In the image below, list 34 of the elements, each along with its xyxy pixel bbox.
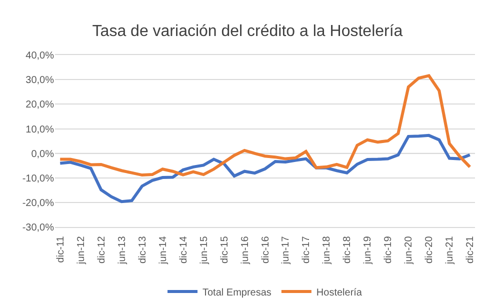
line-series (58, 74, 472, 177)
x-tick-label: jun-12 (76, 236, 87, 265)
x-tick-label: dic-15 (219, 236, 230, 264)
x-tick-label: jun-21 (444, 236, 456, 265)
x-tick-label: dic-20 (424, 236, 436, 264)
x-tick-label: dic-12 (96, 236, 108, 264)
line-series (58, 134, 472, 204)
y-tick-label: -10,0% (22, 173, 54, 184)
y-tick-label: -20,0% (22, 198, 54, 210)
x-tick-label: dic-21 (465, 236, 476, 264)
legend-label: Hostelería (316, 287, 362, 298)
x-tick-label: jun-18 (322, 236, 333, 265)
y-tick-label: 30,0% (26, 75, 54, 86)
x-tick-label: dic-17 (301, 236, 312, 264)
x-tick-label: jun-17 (280, 236, 292, 265)
x-tick-label: dic-11 (55, 236, 66, 263)
y-tick-label: 10,0% (26, 124, 54, 136)
x-tick-label: jun-15 (198, 236, 210, 265)
x-tick-label: dic-18 (342, 236, 354, 264)
y-tick-label: 20,0% (26, 100, 54, 111)
x-tick-label: jun-19 (362, 236, 374, 265)
y-tick-label: -30,0% (22, 222, 54, 234)
x-tick-label: dic-14 (178, 236, 190, 264)
legend-label: Total Empresas (202, 287, 272, 298)
y-tick-label: 0,0% (31, 148, 54, 160)
x-tick-label: jun-13 (116, 236, 128, 265)
chart-title: Tasa de variación del crédito a la Hostelería (92, 23, 403, 40)
x-tick-label: dic-16 (260, 236, 272, 264)
x-tick-label: jun-16 (240, 236, 251, 265)
y-tick-label: 40,0% (26, 50, 54, 62)
x-tick-label: jun-14 (158, 236, 169, 265)
x-tick-label: dic-13 (137, 236, 148, 264)
x-tick-label: jun-20 (404, 236, 415, 265)
x-tick-label: dic-19 (383, 236, 394, 264)
